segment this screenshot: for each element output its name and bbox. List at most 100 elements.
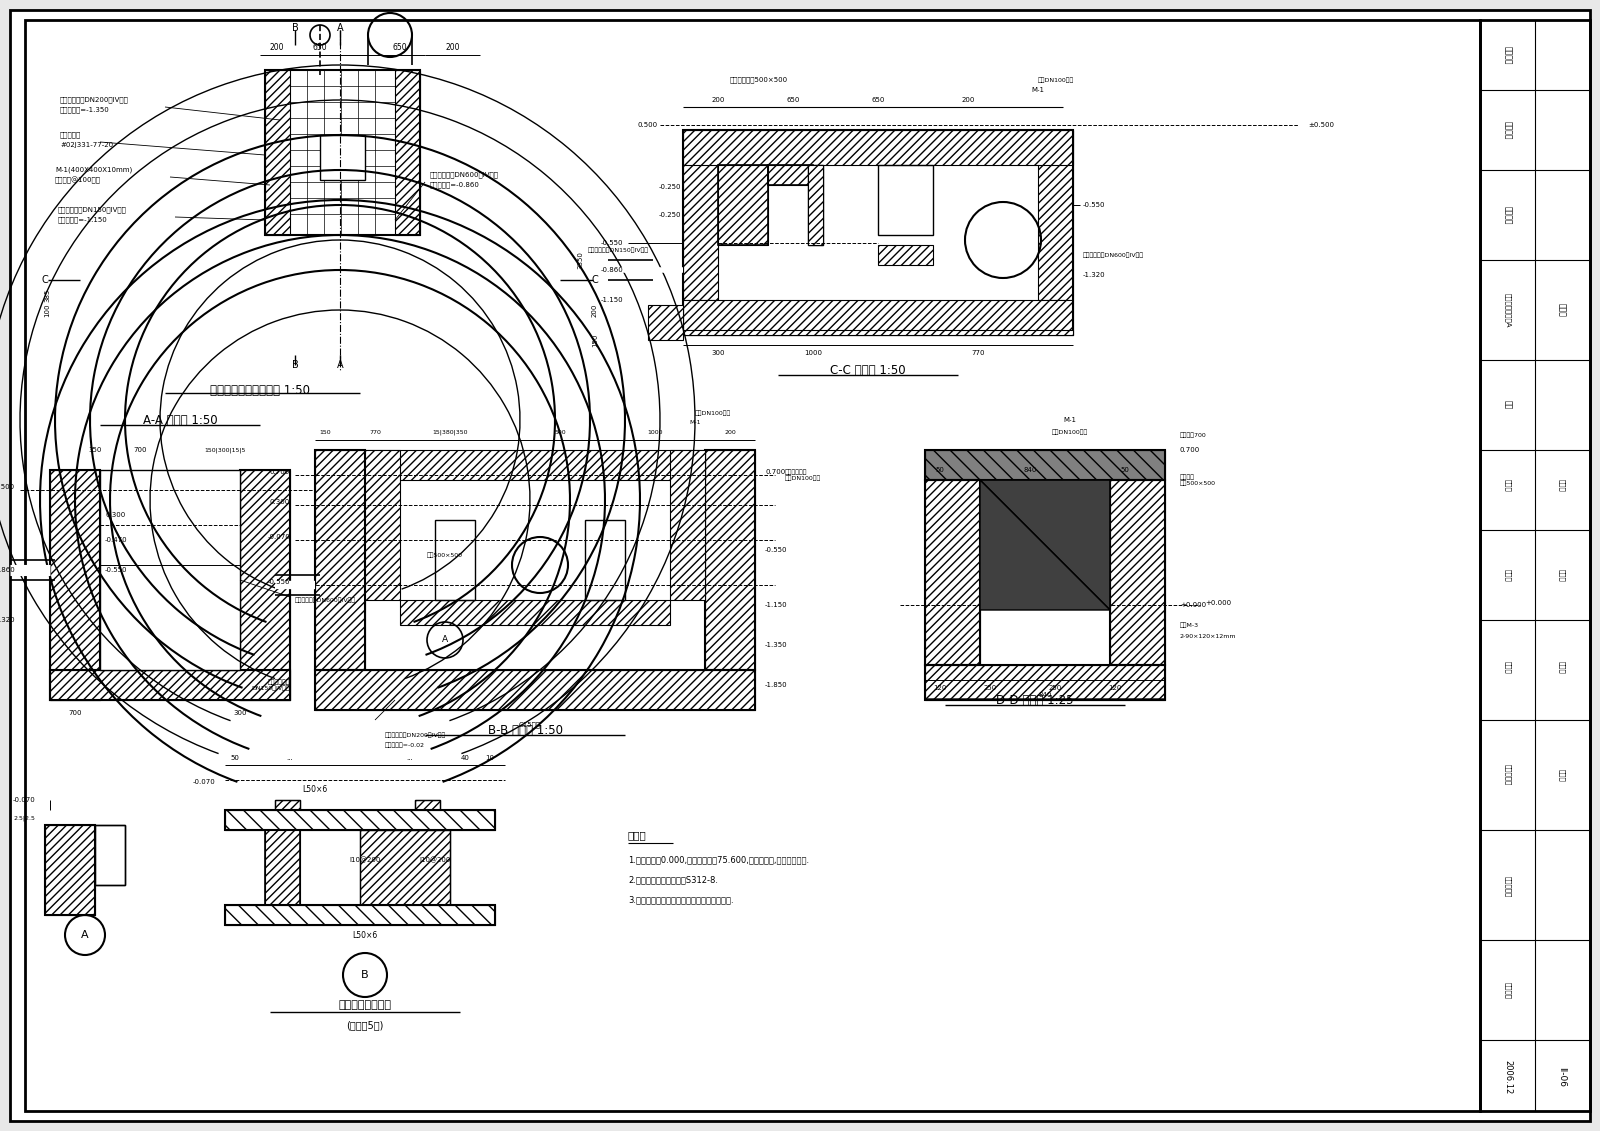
- Bar: [808, 165, 822, 245]
- Text: 王某某: 王某某: [1558, 769, 1565, 782]
- Bar: [683, 130, 718, 300]
- Text: 图纸名称: 图纸名称: [1504, 206, 1512, 224]
- Text: www.znzmo.com: www.znzmo.com: [637, 932, 723, 987]
- Text: 15|380|350: 15|380|350: [432, 430, 467, 434]
- Bar: [1038, 130, 1074, 300]
- Bar: [45, 824, 94, 915]
- Text: -1.850: -1.850: [765, 682, 787, 688]
- Text: B: B: [362, 970, 370, 979]
- Text: 2.5|2.5: 2.5|2.5: [13, 815, 35, 821]
- Bar: [50, 670, 290, 700]
- Text: 650: 650: [786, 97, 800, 103]
- Text: 钢筋盖板详件详图: 钢筋盖板详件详图: [339, 1000, 392, 1010]
- Text: www.znzmo.com: www.znzmo.com: [1197, 492, 1283, 547]
- Text: 300: 300: [712, 349, 725, 356]
- Bar: [226, 810, 494, 830]
- Bar: [240, 470, 290, 700]
- Text: 0.300: 0.300: [106, 512, 125, 518]
- Text: 预埋DN100螺栓: 预埋DN100螺栓: [694, 411, 731, 416]
- Bar: [683, 330, 1074, 335]
- Text: A: A: [442, 636, 448, 645]
- Text: -1.320: -1.320: [1083, 271, 1106, 278]
- Bar: [266, 70, 419, 235]
- Text: 预埋防水套管DN200（IV型）: 预埋防水套管DN200（IV型）: [386, 732, 446, 737]
- Text: 840: 840: [1038, 692, 1051, 698]
- Text: -1.350: -1.350: [765, 642, 787, 648]
- Text: www.znzmo.com: www.znzmo.com: [357, 492, 443, 547]
- Text: (用钢标5个): (用钢标5个): [346, 1020, 384, 1030]
- Text: 管中心标高=-1.350: 管中心标高=-1.350: [61, 106, 110, 113]
- Text: 40: 40: [461, 756, 469, 761]
- Bar: [50, 670, 290, 700]
- Bar: [360, 830, 450, 905]
- Text: www.znzmo.com: www.znzmo.com: [917, 932, 1003, 987]
- Text: C-C 剖面图 1:50: C-C 剖面图 1:50: [830, 363, 906, 377]
- Text: 钢筋M-3: 钢筋M-3: [1181, 622, 1198, 628]
- Text: 50: 50: [1120, 467, 1130, 473]
- Text: A-A 剖面图 1:50: A-A 剖面图 1:50: [142, 414, 218, 426]
- Text: 说明：: 说明：: [627, 830, 646, 840]
- Text: 下专负责: 下专负责: [1504, 982, 1512, 999]
- Text: ...: ...: [406, 756, 413, 761]
- Text: 2.路水水年应按照标准图S312-8.: 2.路水水年应按照标准图S312-8.: [627, 875, 718, 884]
- Text: 120: 120: [1109, 685, 1122, 691]
- Text: www.znzmo.com: www.znzmo.com: [1197, 932, 1283, 987]
- Bar: [266, 830, 301, 905]
- Bar: [648, 305, 683, 340]
- Bar: [414, 830, 450, 905]
- Text: -0.470: -0.470: [106, 537, 128, 543]
- Text: 0.500: 0.500: [638, 122, 658, 128]
- Text: www.znzmo.com: www.znzmo.com: [357, 273, 443, 328]
- Text: www.znzmo.com: www.znzmo.com: [77, 492, 163, 547]
- Text: 工程名称: 工程名称: [1504, 121, 1512, 139]
- Bar: [266, 70, 290, 235]
- Bar: [683, 130, 1074, 335]
- Text: C: C: [42, 275, 48, 285]
- Text: M-1: M-1: [690, 421, 701, 425]
- Bar: [435, 520, 475, 601]
- Text: 工程负责人: 工程负责人: [1504, 765, 1512, 786]
- Text: 200: 200: [725, 430, 736, 434]
- Text: 预埋防水
套管500×500: 预埋防水 套管500×500: [1181, 474, 1216, 486]
- Text: 知末: 知末: [1227, 1046, 1274, 1083]
- Text: I10@200: I10@200: [349, 857, 381, 863]
- Text: 770: 770: [370, 430, 381, 434]
- Bar: [226, 810, 494, 830]
- Text: 0.700: 0.700: [270, 469, 290, 475]
- Text: 预埋DN100螺栓: 预埋DN100螺栓: [1038, 77, 1074, 83]
- Text: ±0.500: ±0.500: [1309, 122, 1334, 128]
- Bar: [586, 520, 626, 601]
- Bar: [878, 245, 933, 265]
- Text: www.znzmo.com: www.znzmo.com: [77, 273, 163, 328]
- Text: 1000: 1000: [648, 430, 662, 434]
- Bar: [315, 670, 755, 710]
- Text: www.znzmo.com: www.znzmo.com: [1197, 273, 1283, 328]
- Bar: [1110, 480, 1165, 665]
- Text: 50: 50: [230, 756, 240, 761]
- Text: www.znzmo.com: www.znzmo.com: [77, 713, 163, 768]
- Text: 预埋防水套管DN600（IV型）: 预埋防水套管DN600（IV型）: [294, 597, 357, 603]
- Text: 0.500: 0.500: [0, 484, 14, 490]
- Bar: [320, 135, 365, 180]
- Text: www.znzmo.com: www.znzmo.com: [917, 492, 1003, 547]
- Text: 200: 200: [270, 43, 285, 52]
- Text: -0.550: -0.550: [765, 547, 787, 553]
- Text: -0.860: -0.860: [600, 267, 622, 273]
- Text: 3350: 3350: [578, 251, 582, 269]
- Text: M-1: M-1: [1032, 87, 1045, 93]
- Text: 管中心标高=-1.150: 管中心标高=-1.150: [58, 217, 107, 223]
- Text: B: B: [291, 23, 298, 33]
- Bar: [50, 470, 99, 700]
- Text: 300: 300: [234, 710, 246, 716]
- Text: 700: 700: [133, 447, 147, 454]
- Bar: [315, 450, 365, 670]
- Text: 500: 500: [554, 430, 566, 434]
- Text: 预埋防水套管DN150（IV型）: 预埋防水套管DN150（IV型）: [58, 207, 126, 214]
- Bar: [94, 824, 125, 884]
- Text: 管中心标高=-0.860: 管中心标高=-0.860: [430, 182, 480, 188]
- Text: -0.556: -0.556: [267, 579, 290, 585]
- Text: B: B: [291, 360, 298, 370]
- Text: www.znzmo.com: www.znzmo.com: [77, 52, 163, 107]
- Text: 200: 200: [446, 43, 461, 52]
- Text: 0.300: 0.300: [270, 499, 290, 506]
